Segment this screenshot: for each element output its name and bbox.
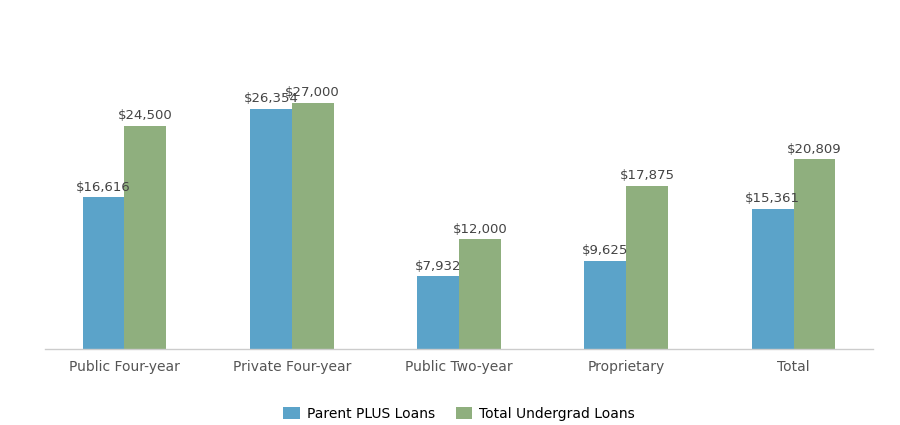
Bar bbox=[584, 261, 626, 348]
Bar bbox=[250, 109, 292, 348]
Text: $15,361: $15,361 bbox=[745, 192, 800, 205]
Bar bbox=[794, 159, 835, 348]
Legend: Parent PLUS Loans, Total Undergrad Loans: Parent PLUS Loans, Total Undergrad Loans bbox=[277, 401, 641, 425]
Text: $20,809: $20,809 bbox=[788, 143, 842, 156]
Text: $7,932: $7,932 bbox=[415, 260, 462, 273]
Text: $24,500: $24,500 bbox=[118, 109, 173, 122]
Bar bbox=[83, 198, 124, 348]
Text: $16,616: $16,616 bbox=[76, 181, 130, 194]
Bar bbox=[626, 186, 668, 348]
Text: $26,354: $26,354 bbox=[243, 92, 298, 105]
Text: $9,625: $9,625 bbox=[582, 244, 628, 258]
Bar bbox=[752, 209, 794, 348]
Text: $17,875: $17,875 bbox=[620, 170, 675, 182]
Bar bbox=[124, 126, 166, 348]
Bar bbox=[292, 103, 334, 348]
Text: $27,000: $27,000 bbox=[285, 86, 340, 99]
Bar bbox=[418, 276, 459, 348]
Bar bbox=[459, 239, 500, 348]
Text: $12,000: $12,000 bbox=[453, 223, 508, 236]
